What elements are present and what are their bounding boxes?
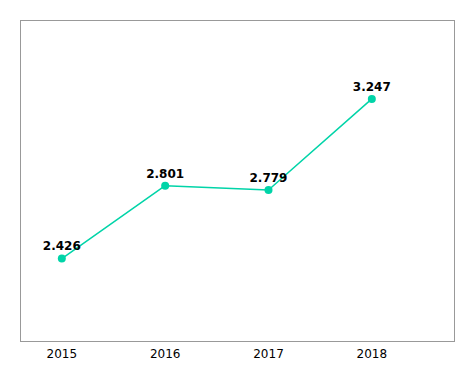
svg-text:2016: 2016 xyxy=(150,347,181,361)
svg-text:2015: 2015 xyxy=(47,347,78,361)
svg-text:2017: 2017 xyxy=(253,347,284,361)
svg-text:2.426: 2.426 xyxy=(43,239,81,253)
svg-text:2.801: 2.801 xyxy=(146,167,184,181)
svg-text:3.247: 3.247 xyxy=(353,80,391,94)
svg-text:2018: 2018 xyxy=(357,347,388,361)
svg-text:2.779: 2.779 xyxy=(250,171,288,185)
